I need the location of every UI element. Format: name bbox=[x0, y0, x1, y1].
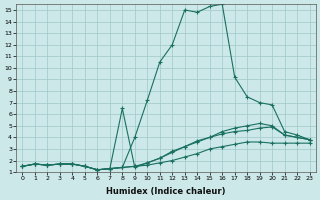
X-axis label: Humidex (Indice chaleur): Humidex (Indice chaleur) bbox=[106, 187, 226, 196]
